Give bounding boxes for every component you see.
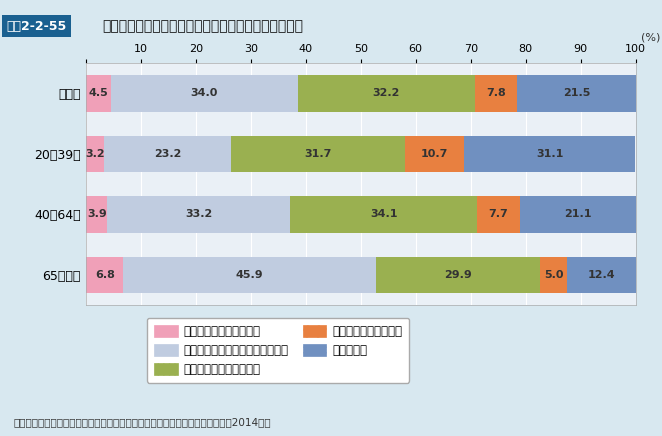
Bar	[540, 257, 567, 293]
Bar	[290, 196, 477, 233]
Legend: 積極的に取り組んでいる, どちらかというと取り組んでいる, あまり取り組んでいない, 全く取り組んでいない, わからない: 積極的に取り組んでいる, どちらかというと取り組んでいる, あまり取り組んでいな…	[147, 318, 409, 383]
Text: 12.4: 12.4	[588, 270, 615, 280]
Bar	[231, 136, 405, 172]
Bar	[111, 75, 298, 112]
Text: 5.0: 5.0	[544, 270, 563, 280]
Text: 21.5: 21.5	[563, 89, 590, 99]
Text: 3.9: 3.9	[87, 209, 107, 219]
Text: 7.7: 7.7	[489, 209, 508, 219]
Text: 31.1: 31.1	[536, 149, 563, 159]
Bar	[107, 196, 290, 233]
Bar	[123, 257, 375, 293]
Bar	[375, 257, 540, 293]
Text: 29.9: 29.9	[444, 270, 471, 280]
Bar	[464, 136, 635, 172]
Bar	[520, 196, 636, 233]
Text: 7.8: 7.8	[486, 89, 506, 99]
Bar	[477, 196, 520, 233]
Text: 23.2: 23.2	[154, 149, 181, 159]
Text: 21.1: 21.1	[564, 209, 591, 219]
Text: 資料：厚生労働省政策統括官付政策評価官室委託「健康意識に関する調査」（2014年）: 資料：厚生労働省政策統括官付政策評価官室委託「健康意識に関する調査」（2014年…	[13, 417, 271, 427]
Bar	[86, 196, 107, 233]
Bar	[104, 136, 231, 172]
Bar	[567, 257, 636, 293]
Bar	[86, 136, 104, 172]
Bar	[298, 75, 475, 112]
Text: 3.2: 3.2	[85, 149, 105, 159]
Bar	[86, 75, 111, 112]
Bar	[405, 136, 464, 172]
Bar	[475, 75, 518, 112]
Text: 図表2-2-55: 図表2-2-55	[7, 20, 67, 33]
Text: (%): (%)	[641, 32, 661, 42]
Text: 4.5: 4.5	[89, 89, 109, 99]
Text: 6.8: 6.8	[95, 270, 115, 280]
Text: 33.2: 33.2	[185, 209, 213, 219]
Text: 31.7: 31.7	[305, 149, 332, 159]
Text: 32.2: 32.2	[373, 89, 400, 99]
Text: 45.9: 45.9	[236, 270, 263, 280]
Text: 10.7: 10.7	[421, 149, 448, 159]
Text: 自治体の健康づくりの取組みに対する評価（年代別）: 自治体の健康づくりの取組みに対する評価（年代別）	[103, 19, 304, 33]
Bar	[86, 257, 123, 293]
Bar	[518, 75, 636, 112]
Text: 34.1: 34.1	[370, 209, 397, 219]
Text: 34.0: 34.0	[191, 89, 218, 99]
